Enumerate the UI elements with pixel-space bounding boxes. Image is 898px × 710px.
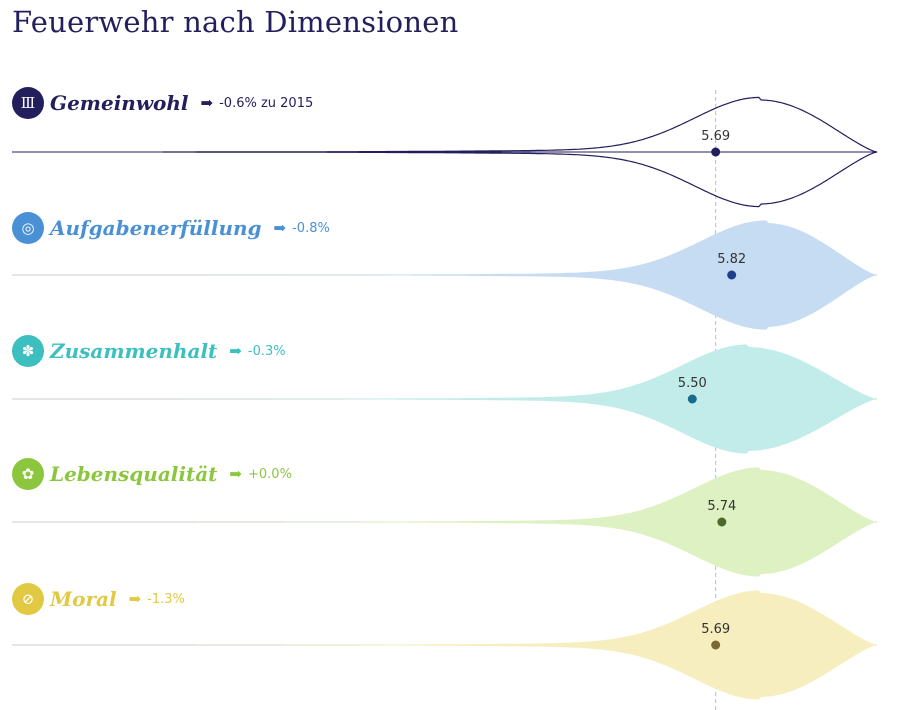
violin-2 bbox=[162, 344, 878, 454]
change-label: -1.3% bbox=[147, 591, 185, 607]
mean-point-2 bbox=[687, 394, 697, 404]
mean-label-4: 5.69 bbox=[701, 622, 730, 637]
arrow-right-icon: ➡ bbox=[229, 465, 242, 483]
mean-point-1 bbox=[727, 270, 737, 280]
gauge-icon: ⊘ bbox=[12, 583, 44, 615]
arrow-right-icon: ➡ bbox=[200, 94, 214, 112]
mean-label-0: 5.69 bbox=[701, 129, 730, 144]
brandenburg-gate-icon: Ⅲ bbox=[12, 87, 44, 119]
mean-point-3 bbox=[717, 517, 727, 527]
series-header: ✽ Zusammenhalt ➡ -0.3% bbox=[12, 334, 286, 368]
series-header: ⊘ Moral ➡ -1.3% bbox=[12, 582, 185, 616]
series-header: ◎ Aufgabenerfüllung ➡ -0.8% bbox=[12, 211, 330, 245]
mean-label-3: 5.74 bbox=[707, 499, 736, 514]
arrow-right-icon: ➡ bbox=[128, 590, 142, 608]
violin-1 bbox=[162, 220, 878, 330]
series-name: Lebensqualität bbox=[50, 462, 218, 486]
change-label: -0.6% zu 2015 bbox=[219, 95, 314, 111]
series-header: ✿ Lebensqualität ➡ +0.0% bbox=[12, 457, 292, 491]
arrow-right-icon: ➡ bbox=[229, 342, 242, 360]
change-label: +0.0% bbox=[248, 466, 292, 482]
mean-label-1: 5.82 bbox=[717, 252, 746, 267]
violin-3 bbox=[162, 467, 878, 577]
mean-point-0 bbox=[711, 147, 721, 157]
series-header: Ⅲ Gemeinwohl ➡ -0.6% zu 2015 bbox=[12, 86, 313, 120]
violin-0 bbox=[162, 96, 878, 208]
target-icon: ◎ bbox=[12, 212, 44, 244]
change-label: -0.3% bbox=[247, 343, 286, 359]
violin-4 bbox=[162, 590, 878, 700]
series-name: Zusammenhalt bbox=[50, 339, 218, 363]
arrow-right-icon: ➡ bbox=[273, 219, 287, 237]
series-name: Gemeinwohl bbox=[50, 91, 189, 115]
series-name: Aufgabenerfüllung bbox=[50, 216, 262, 240]
mean-point-4 bbox=[711, 640, 721, 650]
change-label: -0.8% bbox=[292, 220, 330, 236]
series-name: Moral bbox=[50, 587, 117, 611]
mean-label-2: 5.50 bbox=[678, 376, 707, 391]
chart-title: Feuerwehr nach Dimensionen bbox=[12, 5, 459, 39]
people-icon: ✽ bbox=[12, 335, 44, 367]
flower-icon: ✿ bbox=[12, 458, 44, 490]
